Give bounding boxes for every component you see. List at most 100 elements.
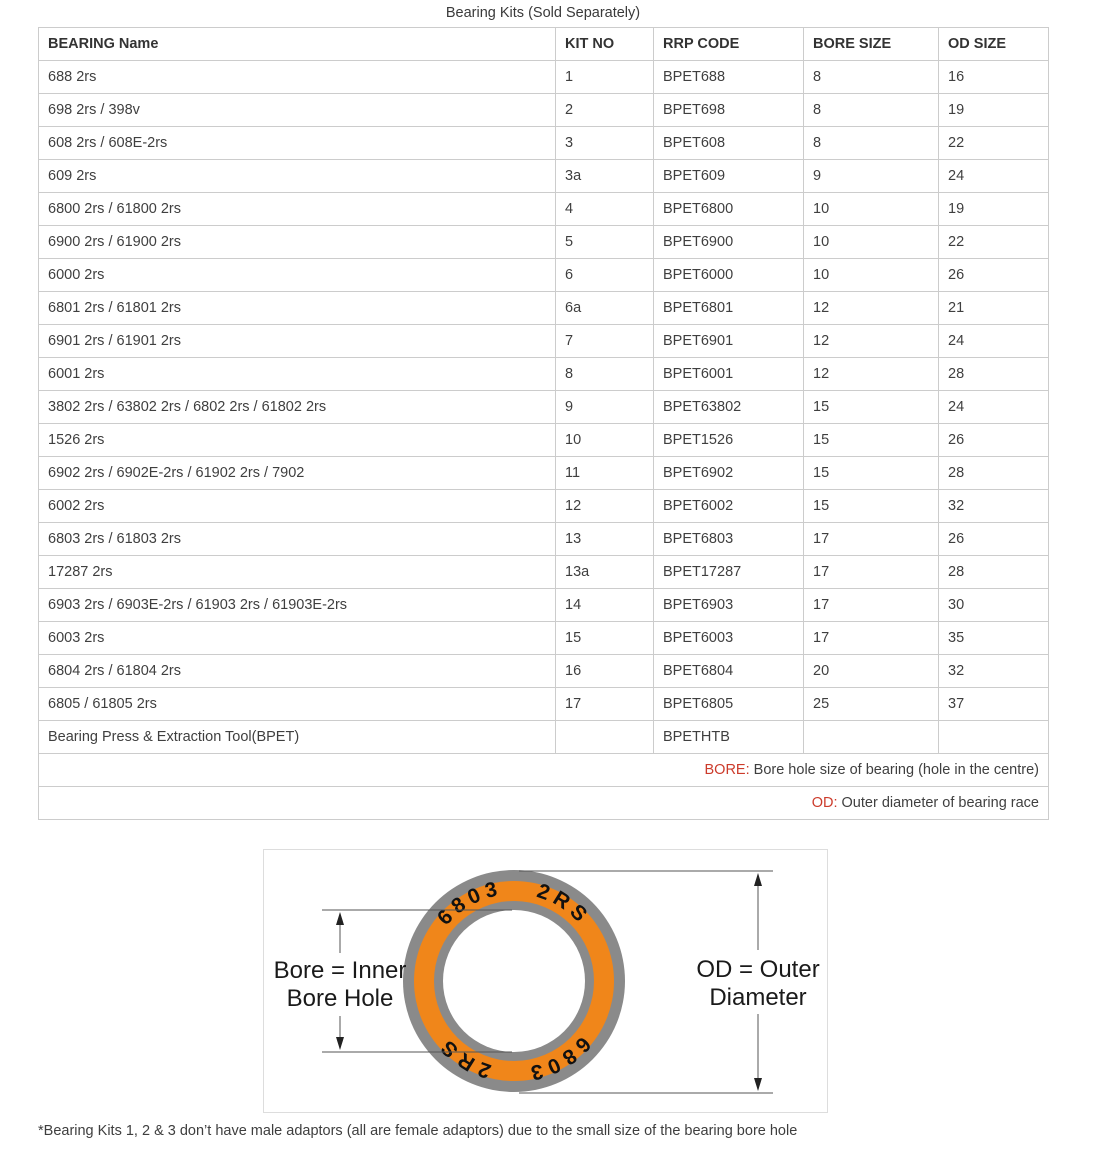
table-cell: BPET63802 xyxy=(653,390,804,424)
table-row: 1526 2rs 10 BPET1526 15 26 xyxy=(38,423,1049,457)
table-cell: 13 xyxy=(555,522,654,556)
od-note-cell: OD: Outer diameter of bearing race xyxy=(38,786,1049,820)
table-cell: 21 xyxy=(938,291,1049,325)
table-cell: 1 xyxy=(555,60,654,94)
table-cell: 16 xyxy=(938,60,1049,94)
table-cell: 8 xyxy=(803,126,939,160)
table-row: 6800 2rs / 61800 2rs 4 BPET6800 10 19 xyxy=(38,192,1049,226)
table-cell: BPET6900 xyxy=(653,225,804,259)
table-cell: BPET6001 xyxy=(653,357,804,391)
table-cell: 10 xyxy=(803,225,939,259)
table-cell: BPET609 xyxy=(653,159,804,193)
table-cell: 6901 2rs / 61901 2rs xyxy=(38,324,556,358)
table-cell: 8 xyxy=(555,357,654,391)
table-cell: 25 xyxy=(803,687,939,721)
table-cell: 26 xyxy=(938,423,1049,457)
table-row: 3802 2rs / 63802 2rs / 6802 2rs / 61802 … xyxy=(38,390,1049,424)
table-cell: BPET6805 xyxy=(653,687,804,721)
bearing-diagram: 6803 2RS 6803 2RS Bore = Inner Bore Hole xyxy=(263,849,828,1113)
table-cell: 22 xyxy=(938,126,1049,160)
table-cell: 19 xyxy=(938,192,1049,226)
table-cell: 28 xyxy=(938,357,1049,391)
table-row: Bearing Press & Extraction Tool(BPET) BPE… xyxy=(38,720,1049,754)
table-cell: 6803 2rs / 61803 2rs xyxy=(38,522,556,556)
table-cell: 13a xyxy=(555,555,654,589)
table-row: 688 2rs 1 BPET688 8 16 xyxy=(38,60,1049,94)
bore-note-label: BORE: xyxy=(704,762,750,778)
table-row: 6900 2rs / 61900 2rs 5 BPET6900 10 22 xyxy=(38,225,1049,259)
table-cell: 6800 2rs / 61800 2rs xyxy=(38,192,556,226)
table-cell: 11 xyxy=(555,456,654,490)
table-cell: 2 xyxy=(555,93,654,127)
table-cell: 26 xyxy=(938,522,1049,556)
table-cell: BPET6003 xyxy=(653,621,804,655)
table-cell: 9 xyxy=(555,390,654,424)
table-cell: 17287 2rs xyxy=(38,555,556,589)
column-header: KIT NO xyxy=(555,27,654,61)
table-cell: 37 xyxy=(938,687,1049,721)
table-cell: 12 xyxy=(555,489,654,523)
table-cell: 1526 2rs xyxy=(38,423,556,457)
table-row: 17287 2rs 13a BPET17287 17 28 xyxy=(38,555,1049,589)
table-cell: 30 xyxy=(938,588,1049,622)
table-cell: 6002 2rs xyxy=(38,489,556,523)
table-cell: 19 xyxy=(938,93,1049,127)
page: Bearing Kits (Sold Separately) BEARING N… xyxy=(38,5,1049,1139)
od-note-row: OD: Outer diameter of bearing race xyxy=(38,786,1049,820)
table-cell: 6a xyxy=(555,291,654,325)
table-cell: 12 xyxy=(803,291,939,325)
table-cell: 28 xyxy=(938,555,1049,589)
table-row: 609 2rs 3a BPET609 9 24 xyxy=(38,159,1049,193)
table-cell: 24 xyxy=(938,324,1049,358)
table-cell: 12 xyxy=(803,324,939,358)
bearing-rings-icon xyxy=(403,870,625,1092)
table-cell: Bearing Press & Extraction Tool(BPET) xyxy=(38,720,556,754)
table-cell xyxy=(555,720,654,754)
table-cell: 698 2rs / 398v xyxy=(38,93,556,127)
table-cell: 9 xyxy=(803,159,939,193)
table-cell: 16 xyxy=(555,654,654,688)
table-cell: 6903 2rs / 6903E-2rs / 61903 2rs / 61903… xyxy=(38,588,556,622)
table-cell: 32 xyxy=(938,654,1049,688)
table-row: 6901 2rs / 61901 2rs 7 BPET6901 12 24 xyxy=(38,324,1049,358)
table-cell: 6003 2rs xyxy=(38,621,556,655)
table-cell: 35 xyxy=(938,621,1049,655)
column-header: OD SIZE xyxy=(938,27,1049,61)
od-label-line1: OD = Outer xyxy=(696,956,819,983)
table-cell: BPET688 xyxy=(653,60,804,94)
table-cell: BPET6902 xyxy=(653,456,804,490)
table-cell: 6 xyxy=(555,258,654,292)
column-header: BORE SIZE xyxy=(803,27,939,61)
table-cell: BPET6901 xyxy=(653,324,804,358)
table-cell: BPET6804 xyxy=(653,654,804,688)
table-cell: 15 xyxy=(555,621,654,655)
table-cell: 8 xyxy=(803,93,939,127)
page-title: Bearing Kits (Sold Separately) xyxy=(445,5,641,21)
table-cell: 17 xyxy=(803,588,939,622)
table-cell: 6900 2rs / 61900 2rs xyxy=(38,225,556,259)
table-row: 6000 2rs 6 BPET6000 10 26 xyxy=(38,258,1049,292)
table-cell: 15 xyxy=(803,423,939,457)
table-cell: BPET1526 xyxy=(653,423,804,457)
table-cell: 6805 / 61805 2rs xyxy=(38,687,556,721)
table-cell: 17 xyxy=(555,687,654,721)
table-cell: 7 xyxy=(555,324,654,358)
table-cell: BPET6000 xyxy=(653,258,804,292)
table-row: 6805 / 61805 2rs 17 BPET6805 25 37 xyxy=(38,687,1049,721)
table-cell: BPET6803 xyxy=(653,522,804,556)
table-cell: 3802 2rs / 63802 2rs / 6802 2rs / 61802 … xyxy=(38,390,556,424)
table-cell: 26 xyxy=(938,258,1049,292)
table-cell: 4 xyxy=(555,192,654,226)
table-cell: 6001 2rs xyxy=(38,357,556,391)
table-cell: BPET6903 xyxy=(653,588,804,622)
table-row: 6002 2rs 12 BPET6002 15 32 xyxy=(38,489,1049,523)
table-cell: 5 xyxy=(555,225,654,259)
table-cell: 6902 2rs / 6902E-2rs / 61902 2rs / 7902 xyxy=(38,456,556,490)
table-row: 6803 2rs / 61803 2rs 13 BPET6803 17 26 xyxy=(38,522,1049,556)
table-cell: 12 xyxy=(803,357,939,391)
table-cell xyxy=(803,720,939,754)
table-row: 608 2rs / 608E-2rs 3 BPET608 8 22 xyxy=(38,126,1049,160)
table-cell: 17 xyxy=(803,621,939,655)
bore-note-cell: BORE: Bore hole size of bearing (hole in… xyxy=(38,753,1049,787)
table-cell: 14 xyxy=(555,588,654,622)
